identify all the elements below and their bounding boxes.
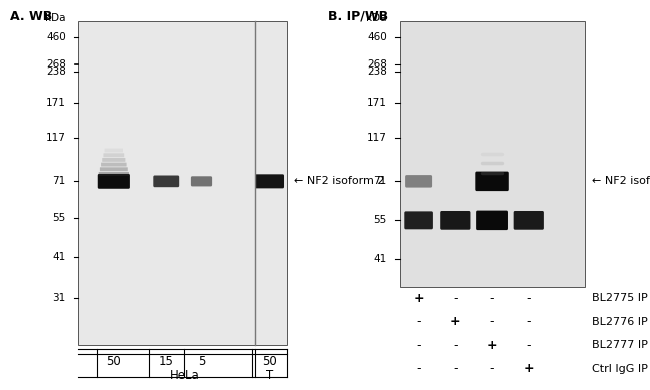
Text: -: - xyxy=(526,292,531,305)
Text: A. WB: A. WB xyxy=(10,10,52,23)
FancyBboxPatch shape xyxy=(475,172,509,191)
Text: +: + xyxy=(523,362,534,375)
Bar xyxy=(400,21,585,287)
Text: -: - xyxy=(490,362,494,375)
Text: 55: 55 xyxy=(53,213,66,223)
Text: kDa: kDa xyxy=(46,12,66,23)
Text: -: - xyxy=(417,339,421,352)
Text: 460: 460 xyxy=(367,32,387,42)
Text: -: - xyxy=(453,292,458,305)
Text: 117: 117 xyxy=(46,133,66,144)
Bar xyxy=(78,21,287,345)
Text: 5: 5 xyxy=(198,355,205,369)
FancyBboxPatch shape xyxy=(191,176,212,186)
FancyBboxPatch shape xyxy=(102,158,125,162)
Text: 55: 55 xyxy=(374,215,387,225)
Text: Ctrl IgG IP: Ctrl IgG IP xyxy=(592,363,647,374)
Text: -: - xyxy=(453,362,458,375)
FancyBboxPatch shape xyxy=(440,211,471,230)
FancyBboxPatch shape xyxy=(101,163,127,167)
Text: T: T xyxy=(266,369,273,382)
Text: B. IP/WB: B. IP/WB xyxy=(328,10,389,23)
Text: 31: 31 xyxy=(53,293,66,303)
FancyBboxPatch shape xyxy=(103,153,124,157)
Text: ← NF2 isoform 2: ← NF2 isoform 2 xyxy=(294,176,384,186)
Text: +: + xyxy=(450,315,461,328)
FancyBboxPatch shape xyxy=(514,211,544,230)
FancyBboxPatch shape xyxy=(100,167,128,171)
FancyBboxPatch shape xyxy=(98,174,130,189)
Text: ← NF2 isoform 2: ← NF2 isoform 2 xyxy=(592,176,650,186)
FancyBboxPatch shape xyxy=(405,175,432,188)
Text: 268: 268 xyxy=(46,59,66,69)
Text: HeLa: HeLa xyxy=(170,369,199,382)
FancyBboxPatch shape xyxy=(153,176,179,187)
Text: 117: 117 xyxy=(367,133,387,144)
Text: kDa: kDa xyxy=(366,12,387,23)
Text: -: - xyxy=(417,362,421,375)
Text: 41: 41 xyxy=(374,254,387,264)
Text: 15: 15 xyxy=(159,355,174,369)
FancyBboxPatch shape xyxy=(105,149,123,152)
Text: 268: 268 xyxy=(367,59,387,69)
Text: BL2776 IP: BL2776 IP xyxy=(592,317,647,327)
Text: 171: 171 xyxy=(46,98,66,108)
Text: -: - xyxy=(526,315,531,328)
Text: 41: 41 xyxy=(53,252,66,262)
Text: 50: 50 xyxy=(107,355,121,369)
Text: -: - xyxy=(453,339,458,352)
Text: 460: 460 xyxy=(46,32,66,42)
FancyBboxPatch shape xyxy=(476,211,508,230)
FancyBboxPatch shape xyxy=(404,211,433,229)
Text: 238: 238 xyxy=(46,67,66,77)
Text: -: - xyxy=(526,339,531,352)
Text: -: - xyxy=(490,292,494,305)
Text: 71: 71 xyxy=(53,176,66,186)
FancyBboxPatch shape xyxy=(99,172,129,176)
FancyBboxPatch shape xyxy=(255,174,284,188)
Text: -: - xyxy=(417,315,421,328)
Text: BL2775 IP: BL2775 IP xyxy=(592,293,647,303)
Text: 238: 238 xyxy=(367,67,387,77)
Text: 50: 50 xyxy=(262,355,277,369)
Text: +: + xyxy=(487,339,497,352)
Text: +: + xyxy=(413,292,424,305)
Text: 71: 71 xyxy=(374,176,387,186)
Text: -: - xyxy=(490,315,494,328)
Text: 171: 171 xyxy=(367,98,387,108)
Text: BL2777 IP: BL2777 IP xyxy=(592,340,647,350)
